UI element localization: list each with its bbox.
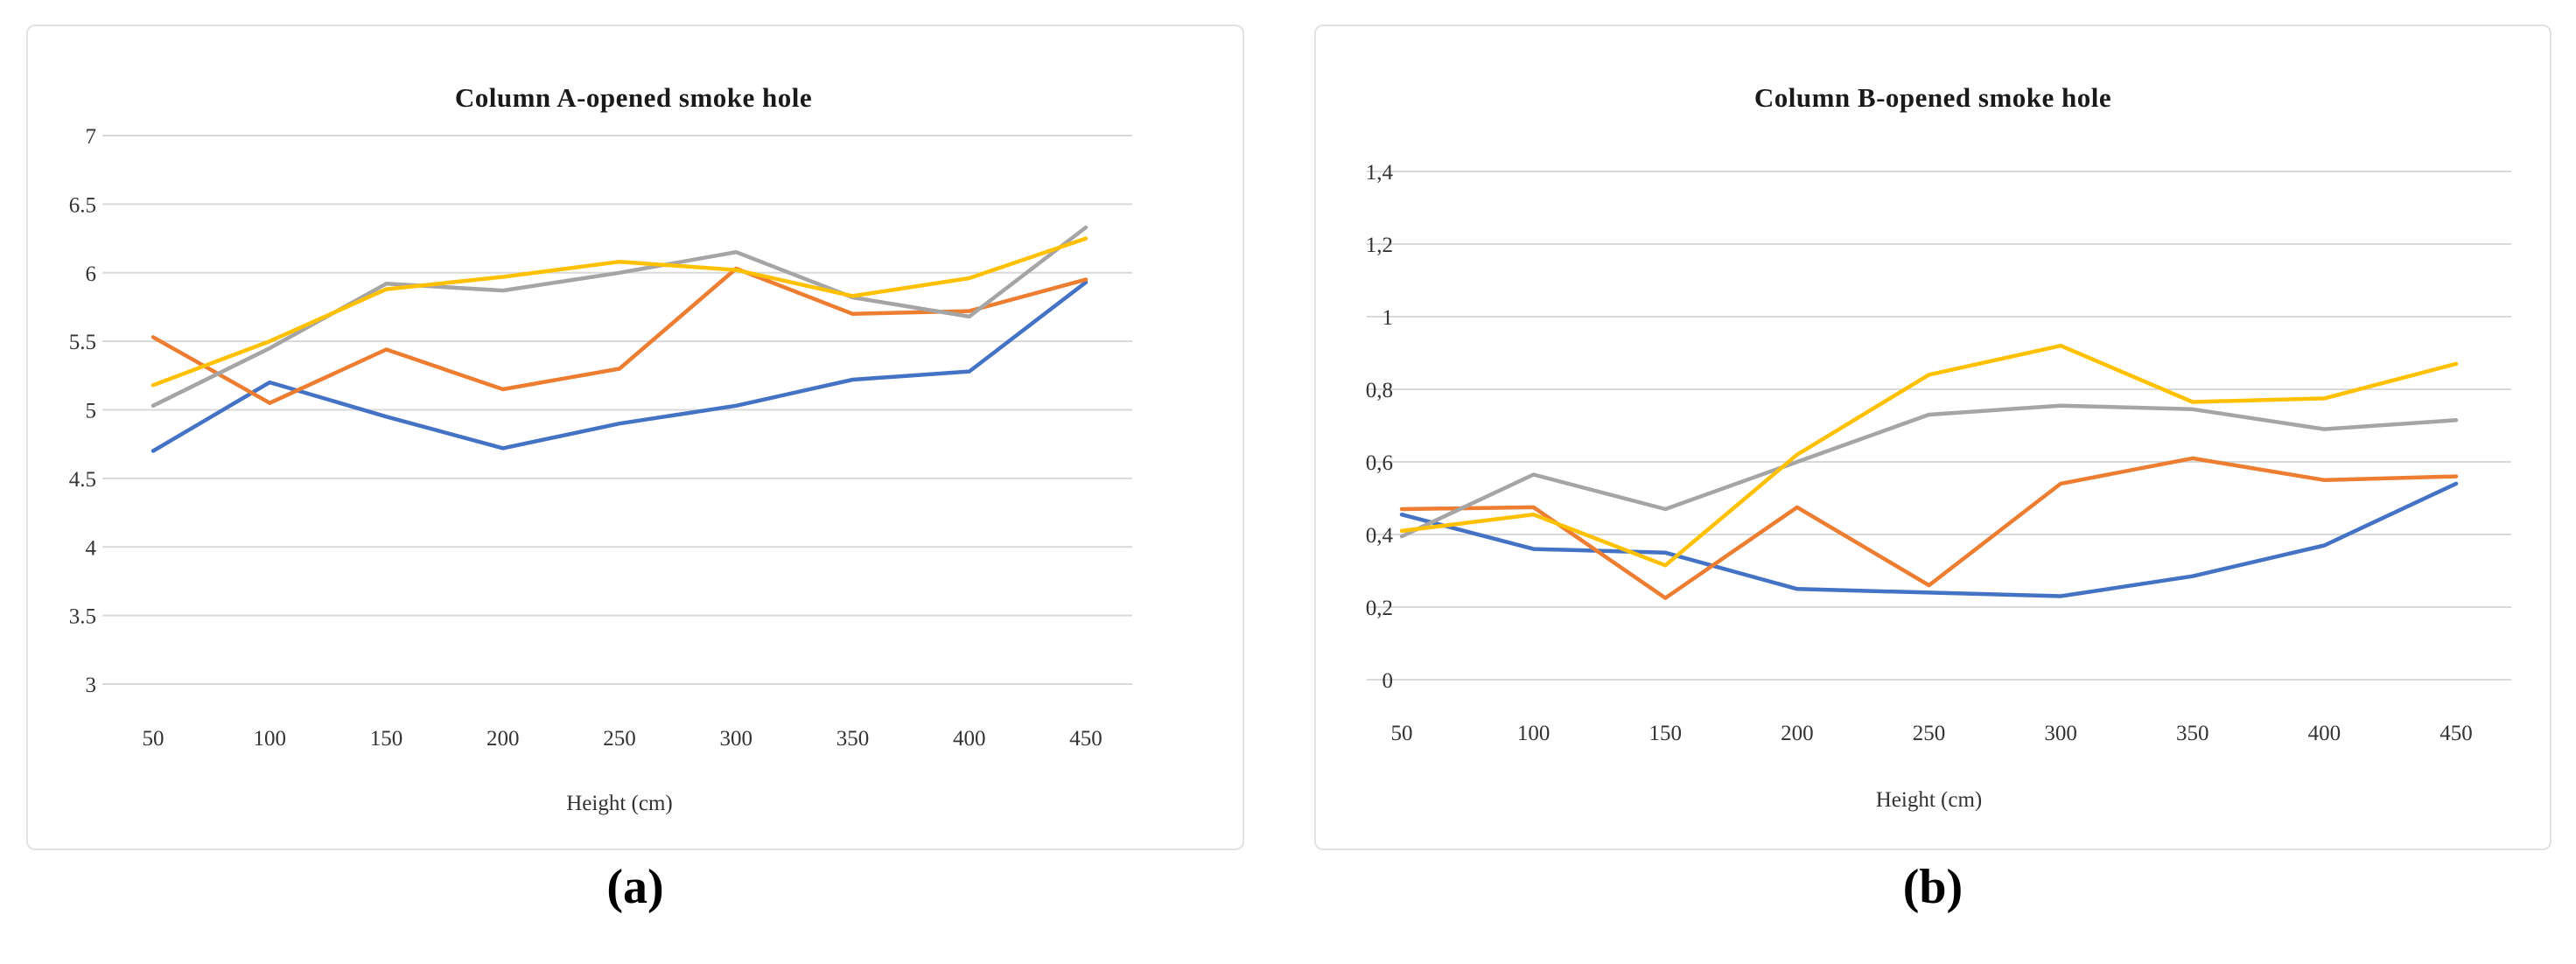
x-tick-label: 100 [1517,722,1550,745]
x-tick-label: 350 [836,727,870,751]
x-axis-labels: 50 100 150 200 250 300 350 400 450 [1391,722,2473,745]
y-tick-label: 7 [86,125,97,149]
x-tick-label: 400 [2308,722,2342,745]
series-orange-line [1399,456,2459,600]
y-tick-label: 3 [86,674,97,697]
y-tick-label: 4 [86,536,97,560]
series-lines [150,225,1088,453]
y-tick-label: 0,4 [1366,524,1394,548]
x-axis-labels: 50 100 150 200 250 300 350 400 450 [143,727,1102,751]
y-gridlines [102,135,1132,685]
y-tick-label: 6.5 [69,193,96,217]
figure-caption-a: (a) [606,860,664,914]
x-tick-label: 450 [1069,727,1102,751]
chart-panel-a: Column A-opened smoke hole 7 6.5 6 5.5 5 4.5 4 3… [26,24,1244,850]
y-tick-label: 1,2 [1366,234,1393,257]
x-tick-label: 250 [1913,722,1946,745]
y-axis-labels: 1,4 1,2 1 0,8 0,6 0,4 0,2 0 [1366,161,1394,693]
series-blue-line [150,280,1088,453]
y-tick-label: 3.5 [69,605,96,629]
y-axis-labels: 7 6.5 6 5.5 5 4.5 4 3.5 3 [69,125,97,697]
y-tick-label: 0,2 [1366,597,1393,620]
y-tick-label: 4.5 [69,468,96,492]
y-tick-label: 6 [86,262,97,286]
y-tick-label: 5 [86,400,97,423]
x-tick-label: 250 [603,727,636,751]
y-tick-label: 1 [1382,306,1394,330]
x-tick-label: 200 [486,727,520,751]
series-yellow-line [1399,343,2459,568]
series-lines [1399,343,2459,600]
x-tick-label: 300 [720,727,753,751]
x-axis-title: Height (cm) [566,792,672,815]
x-axis-title: Height (cm) [1876,788,1982,812]
panel-a-wrapper: Column A-opened smoke hole 7 6.5 6 5.5 5 4.5 4 3… [26,24,1244,912]
y-tick-label: 1,4 [1366,161,1394,185]
figure-caption-b: (b) [1902,860,1964,914]
chart-title: Column A-opened smoke hole [455,82,812,113]
x-tick-label: 350 [2176,722,2209,745]
x-tick-label: 400 [953,727,986,751]
y-tick-label: 5.5 [69,331,96,354]
x-tick-label: 200 [1781,722,1813,745]
series-yellow-line [150,236,1088,388]
chart-title: Column B-opened smoke hole [1754,82,2111,113]
line-chart-a: Column A-opened smoke hole 7 6.5 6 5.5 5 4.5 4 3… [69,82,1132,815]
y-tick-label: 0 [1382,669,1394,693]
x-tick-label: 300 [2044,722,2077,745]
chart-panel-b: Column B-opened smoke hole 1,4 1,2 1 0,8 0,6 0… [1314,24,2552,850]
x-tick-label: 50 [143,727,164,751]
series-gray-line [150,225,1088,409]
series-gray-line [1399,403,2459,539]
two-panel-figure: Column A-opened smoke hole 7 6.5 6 5.5 5 4.5 4 3… [26,24,2552,912]
panel-b-wrapper: Column B-opened smoke hole 1,4 1,2 1 0,8 0,6 0… [1314,24,2552,912]
x-tick-label: 100 [254,727,287,751]
x-tick-label: 150 [370,727,403,751]
x-tick-label: 50 [1391,722,1413,745]
x-tick-label: 150 [1649,722,1683,745]
series-blue-line [1399,481,2459,598]
y-tick-label: 0,8 [1366,379,1393,402]
y-gridlines [1367,171,2511,681]
line-chart-b: Column B-opened smoke hole 1,4 1,2 1 0,8 0,6 0… [1366,82,2511,812]
x-tick-label: 450 [2440,722,2473,745]
y-tick-label: 0,6 [1366,451,1393,475]
